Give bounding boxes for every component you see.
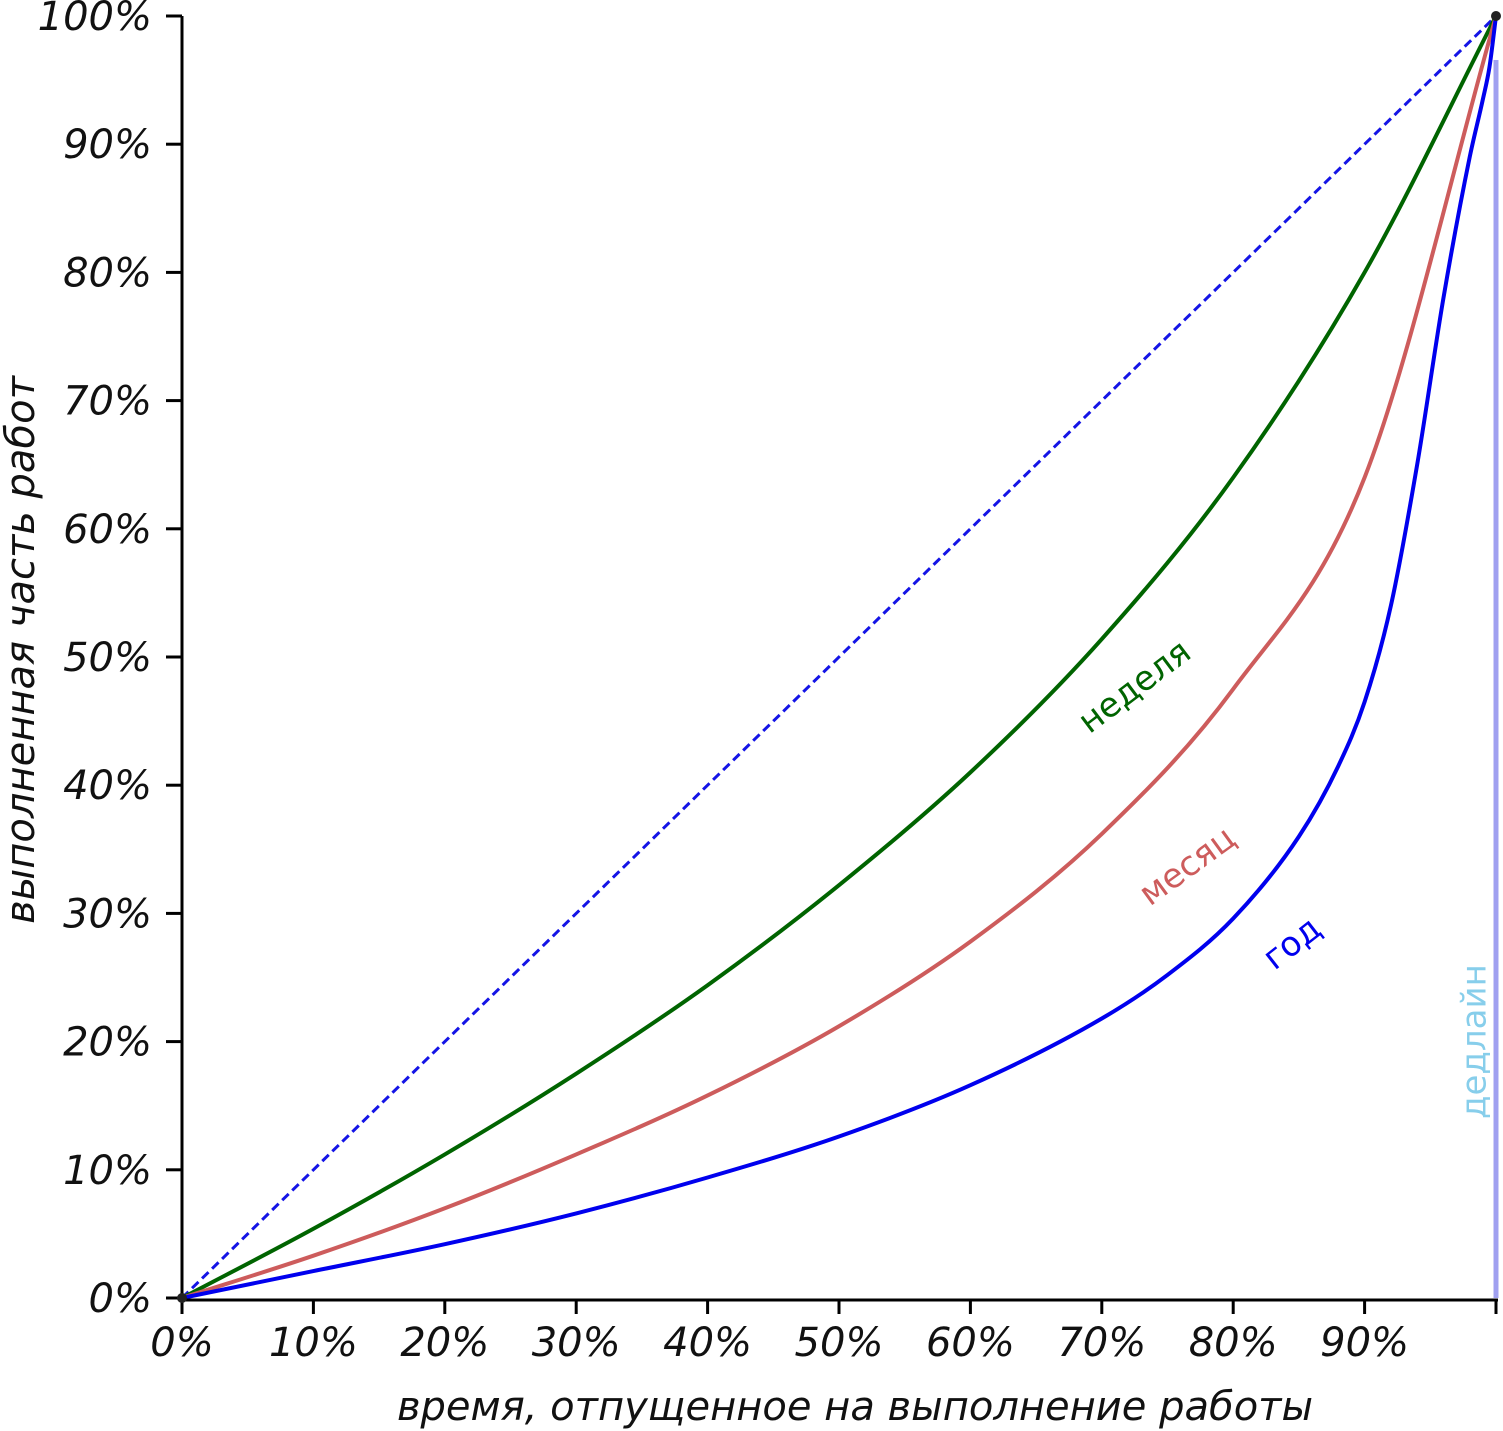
x-tick-label: 60%	[926, 1320, 1015, 1366]
x-tick-label: 80%	[1189, 1320, 1278, 1366]
x-tick-label: 50%	[795, 1320, 884, 1366]
series-line-год	[181, 15, 1498, 1300]
x-axis-title: время, отпущенное на выполнение работы	[397, 1384, 1313, 1430]
series-label-год: год	[1255, 908, 1329, 978]
series-line-diagonal	[180, 14, 1498, 1300]
x-tick-label: 30%	[532, 1320, 621, 1366]
series-line-месяц	[181, 15, 1498, 1300]
y-tick-label: 70%	[63, 379, 152, 425]
y-tick-label: 20%	[63, 1020, 152, 1066]
y-axis-title: выполненная часть работ	[0, 374, 44, 923]
y-tick-label: 80%	[63, 250, 152, 296]
x-tick-label: 10%	[269, 1320, 358, 1366]
y-tick-label: 60%	[63, 507, 152, 553]
y-tick-label: 100%	[38, 0, 152, 40]
series-line-неделя	[181, 15, 1498, 1300]
series-label-дедлайн: дедлайн	[1454, 964, 1494, 1119]
x-tick-label: 0%	[150, 1320, 213, 1366]
origin-point	[177, 1293, 187, 1303]
x-tick-label: 90%	[1320, 1320, 1409, 1366]
series-label-неделя: неделя	[1071, 632, 1199, 742]
x-tick-label: 70%	[1057, 1320, 1146, 1366]
y-tick-label: 30%	[63, 891, 152, 937]
series-label-месяц: месяц	[1132, 818, 1244, 914]
x-tick-label: 20%	[400, 1320, 489, 1366]
y-tick-label: 50%	[63, 635, 152, 681]
x-tick-label: 40%	[663, 1320, 752, 1366]
y-tick-label: 0%	[89, 1276, 152, 1322]
endpoint	[1491, 11, 1501, 21]
y-tick-label: 10%	[63, 1148, 152, 1194]
y-tick-label: 40%	[63, 763, 152, 809]
y-tick-label: 90%	[63, 122, 152, 168]
